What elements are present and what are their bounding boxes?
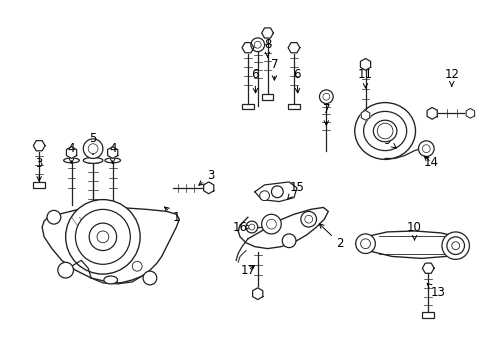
Circle shape bbox=[360, 239, 370, 249]
Circle shape bbox=[97, 231, 108, 243]
Text: 15: 15 bbox=[287, 181, 304, 199]
Text: 2: 2 bbox=[319, 224, 343, 250]
Circle shape bbox=[132, 261, 142, 271]
Ellipse shape bbox=[363, 111, 406, 150]
Circle shape bbox=[65, 199, 140, 274]
Text: 5: 5 bbox=[89, 132, 97, 154]
Circle shape bbox=[322, 93, 329, 100]
Text: 12: 12 bbox=[444, 68, 458, 86]
Circle shape bbox=[83, 139, 102, 158]
Circle shape bbox=[319, 90, 332, 104]
Polygon shape bbox=[355, 231, 465, 258]
Circle shape bbox=[245, 221, 257, 233]
Text: 10: 10 bbox=[406, 221, 421, 240]
Text: 1: 1 bbox=[164, 207, 180, 224]
Text: 13: 13 bbox=[426, 284, 445, 299]
Polygon shape bbox=[107, 147, 118, 158]
Polygon shape bbox=[465, 108, 474, 118]
Circle shape bbox=[254, 41, 261, 48]
Circle shape bbox=[377, 123, 392, 139]
Circle shape bbox=[88, 144, 98, 153]
Circle shape bbox=[248, 224, 254, 230]
Polygon shape bbox=[252, 288, 262, 300]
Circle shape bbox=[58, 262, 73, 278]
Circle shape bbox=[441, 232, 468, 259]
Circle shape bbox=[304, 215, 312, 223]
Ellipse shape bbox=[373, 120, 396, 142]
Text: 17: 17 bbox=[240, 264, 255, 276]
Text: 4: 4 bbox=[109, 142, 116, 163]
Circle shape bbox=[451, 242, 459, 249]
Circle shape bbox=[271, 186, 283, 198]
Circle shape bbox=[300, 211, 316, 227]
Circle shape bbox=[89, 223, 116, 251]
Bar bbox=[242, 104, 253, 109]
Circle shape bbox=[355, 234, 375, 253]
Text: 4: 4 bbox=[68, 142, 75, 163]
Circle shape bbox=[266, 219, 276, 229]
Polygon shape bbox=[361, 111, 369, 120]
Bar bbox=[33, 182, 45, 188]
Ellipse shape bbox=[104, 158, 120, 163]
Text: 9: 9 bbox=[383, 134, 395, 148]
Ellipse shape bbox=[103, 276, 117, 284]
Text: 7: 7 bbox=[270, 58, 278, 80]
Text: 3: 3 bbox=[36, 157, 43, 181]
Circle shape bbox=[446, 237, 464, 255]
Circle shape bbox=[250, 38, 264, 51]
Circle shape bbox=[47, 210, 61, 224]
Text: 3: 3 bbox=[199, 168, 214, 185]
Circle shape bbox=[259, 191, 269, 201]
Polygon shape bbox=[426, 108, 436, 119]
Text: 6: 6 bbox=[293, 68, 300, 93]
Polygon shape bbox=[66, 147, 77, 158]
Text: 8: 8 bbox=[264, 38, 271, 57]
Ellipse shape bbox=[63, 158, 79, 163]
Text: 14: 14 bbox=[423, 156, 438, 169]
Polygon shape bbox=[33, 141, 45, 151]
Bar bbox=[422, 312, 433, 318]
Circle shape bbox=[422, 145, 429, 153]
Circle shape bbox=[418, 141, 433, 157]
Text: 16: 16 bbox=[232, 221, 250, 234]
Polygon shape bbox=[261, 28, 273, 38]
Ellipse shape bbox=[83, 157, 102, 163]
Bar bbox=[287, 104, 299, 109]
Bar bbox=[261, 94, 273, 100]
Text: 6: 6 bbox=[250, 68, 258, 93]
Ellipse shape bbox=[354, 103, 415, 159]
Circle shape bbox=[143, 271, 157, 285]
Polygon shape bbox=[242, 42, 253, 53]
Text: 7: 7 bbox=[322, 103, 329, 125]
Circle shape bbox=[75, 210, 130, 264]
Polygon shape bbox=[203, 182, 213, 194]
Circle shape bbox=[282, 234, 295, 248]
Polygon shape bbox=[360, 58, 370, 70]
Circle shape bbox=[261, 214, 281, 234]
Polygon shape bbox=[254, 182, 296, 202]
Polygon shape bbox=[287, 42, 299, 53]
Polygon shape bbox=[422, 263, 433, 273]
Text: 11: 11 bbox=[357, 68, 372, 88]
